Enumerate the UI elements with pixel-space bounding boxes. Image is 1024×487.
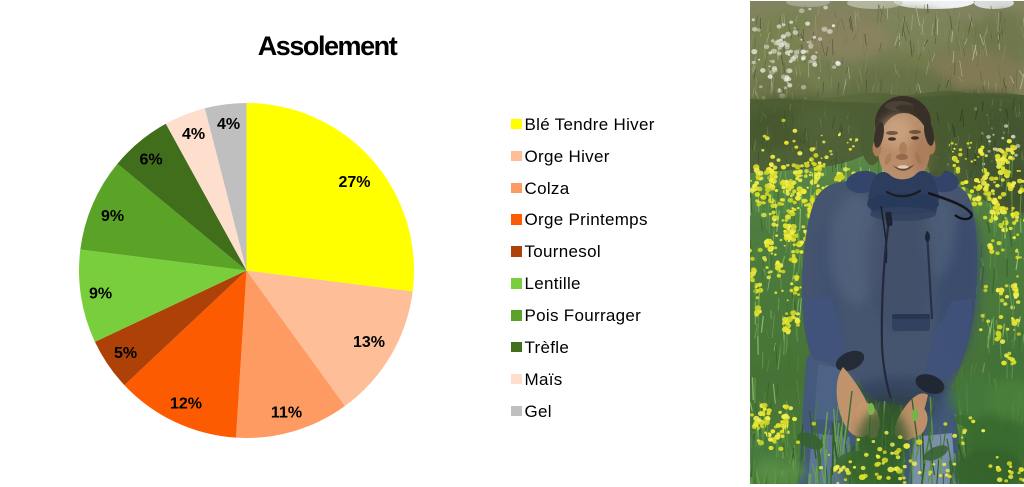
- svg-text:9%: 9%: [89, 286, 112, 303]
- svg-text:6%: 6%: [139, 152, 162, 169]
- svg-text:27%: 27%: [338, 174, 370, 191]
- svg-text:9%: 9%: [101, 208, 124, 225]
- svg-text:11%: 11%: [271, 405, 302, 422]
- svg-text:13%: 13%: [353, 334, 385, 351]
- svg-text:12%: 12%: [170, 396, 202, 413]
- svg-text:4%: 4%: [217, 116, 240, 133]
- svg-text:4%: 4%: [182, 126, 205, 143]
- svg-text:5%: 5%: [114, 345, 137, 362]
